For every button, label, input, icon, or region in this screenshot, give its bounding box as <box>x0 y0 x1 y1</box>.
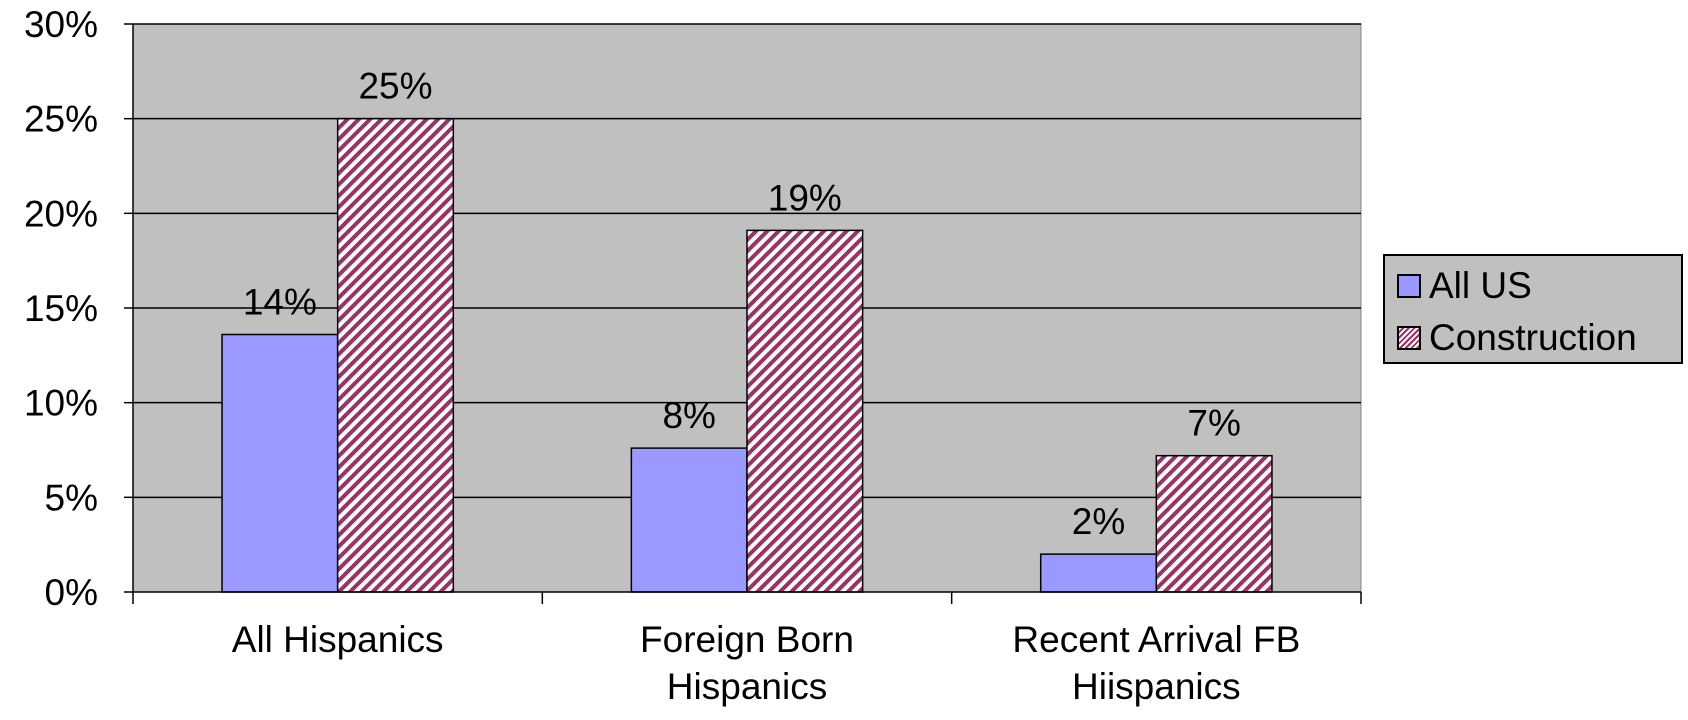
y-tick-label: 30% <box>24 4 98 45</box>
x-tick-label: Foreign Born <box>640 619 854 660</box>
legend-item-construction: Construction <box>1397 316 1637 360</box>
construction-swatch <box>1397 326 1421 350</box>
bar-all-us <box>630 447 748 593</box>
x-tick-label: Hiispanics <box>1072 666 1241 707</box>
x-tick-label: All Hispanics <box>232 619 444 660</box>
data-label: 25% <box>358 66 432 107</box>
bar-construction <box>336 117 455 593</box>
bar-construction <box>746 229 864 593</box>
legend-item-all-us: All US <box>1397 264 1532 308</box>
y-tick-label: 5% <box>45 477 98 518</box>
bar-all-us <box>221 333 339 593</box>
legend-label-all-us: All US <box>1429 265 1532 306</box>
bar-construction <box>1155 454 1273 593</box>
all-us-swatch <box>1397 274 1421 298</box>
x-tick-label: Recent Arrival FB <box>1012 619 1300 660</box>
data-label: 8% <box>662 395 715 436</box>
data-label: 7% <box>1187 403 1240 444</box>
data-label: 14% <box>243 282 317 323</box>
y-tick-label: 20% <box>24 193 98 234</box>
data-label: 19% <box>768 177 842 218</box>
y-tick-label: 10% <box>24 383 98 424</box>
y-tick-label: 0% <box>45 572 98 613</box>
bar-all-us <box>1039 553 1158 593</box>
y-tick-label: 15% <box>24 288 98 329</box>
data-label: 2% <box>1072 501 1125 542</box>
x-tick-label: Hispanics <box>667 666 827 707</box>
y-tick-label: 25% <box>24 99 98 140</box>
legend: All US Construction <box>1383 254 1683 364</box>
legend-label-construction: Construction <box>1429 317 1637 358</box>
